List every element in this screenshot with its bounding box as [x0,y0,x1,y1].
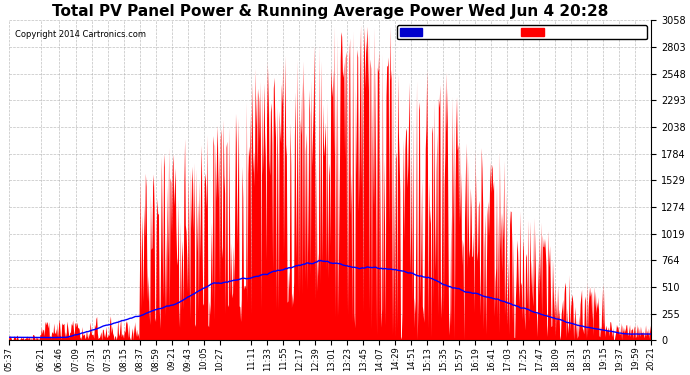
Title: Total PV Panel Power & Running Average Power Wed Jun 4 20:28: Total PV Panel Power & Running Average P… [52,4,608,19]
Text: Copyright 2014 Cartronics.com: Copyright 2014 Cartronics.com [15,30,146,39]
Legend: Average  (DC Watts), PV Panels  (DC Watts): Average (DC Watts), PV Panels (DC Watts) [397,25,647,39]
